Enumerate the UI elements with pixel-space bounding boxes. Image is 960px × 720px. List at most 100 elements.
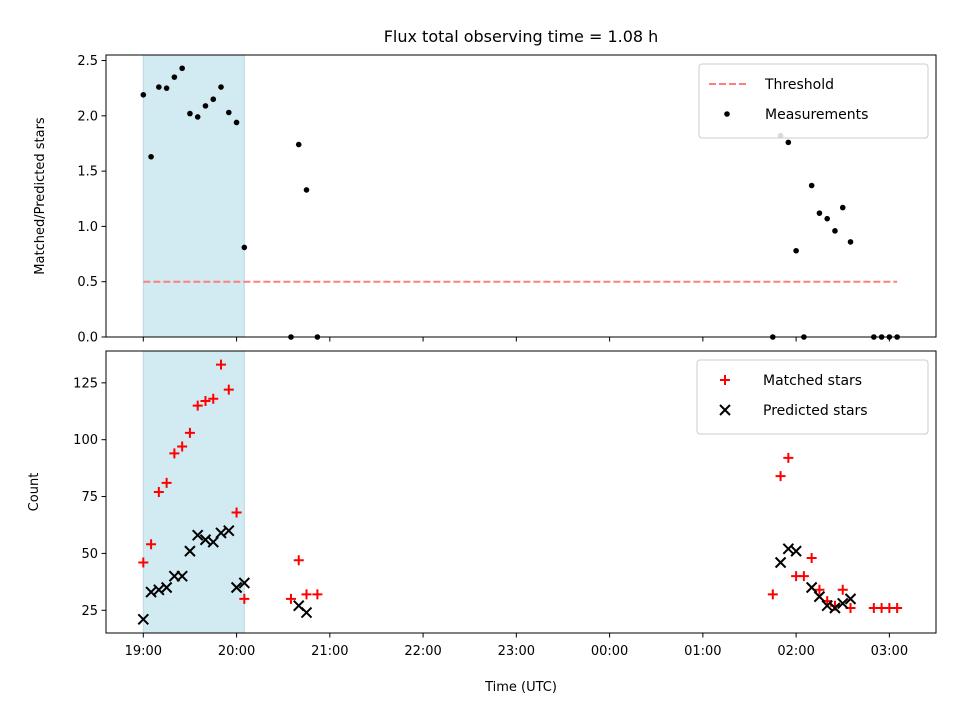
legend-box (698, 63, 929, 139)
y-tick-label: 0.0 (77, 331, 98, 346)
matched-star-marker (208, 393, 219, 404)
matched-star-marker (293, 555, 304, 566)
x-tick-label: 19:00 (125, 644, 162, 659)
bottom-axes-frame (105, 350, 937, 634)
y-tick-label: 75 (81, 490, 98, 505)
matched-star-marker (169, 448, 180, 459)
measurement-point (171, 74, 178, 80)
legend-label: Predicted stars (763, 403, 868, 419)
top-y-axis-label: Matched/Predicted stars (33, 117, 48, 275)
measurement-point (793, 247, 799, 254)
matched-star-marker (200, 396, 211, 407)
matched-star-marker (177, 441, 188, 452)
predicted-star-marker (191, 529, 204, 541)
matched-star-marker (161, 477, 172, 488)
measurement-point (839, 204, 846, 211)
predicted-star-marker (774, 556, 787, 569)
measurement-point (194, 114, 201, 120)
predicted-star-marker (176, 570, 188, 582)
x-tick-label: 22:00 (404, 644, 441, 659)
matched-star-marker (892, 602, 903, 613)
legend-label: Measurements (765, 107, 868, 123)
legend-plus-swatch (720, 375, 730, 385)
measurement-point (832, 228, 838, 234)
measurement-point (163, 85, 170, 91)
y-tick-label: 2.0 (77, 109, 98, 124)
matched-star-marker (312, 589, 323, 600)
legend-box (696, 359, 929, 435)
x-tick-label: 20:00 (218, 644, 255, 659)
measurement-point (241, 244, 248, 251)
top-panel: 0.0 0.5 1.0 1.5 2.0 2.5 Matched/Predicted star… (33, 54, 937, 346)
matched-star-marker (153, 487, 164, 497)
measurement-point (785, 139, 792, 146)
legend-label: Matched stars (763, 373, 862, 389)
measurement-point (816, 210, 823, 216)
matched-star-marker (192, 400, 203, 411)
measurement-point (202, 103, 209, 109)
measurement-point (187, 110, 193, 117)
y-tick-label: 2.5 (77, 54, 98, 69)
measurement-point (295, 141, 302, 148)
matched-star-marker (767, 589, 778, 600)
matched-star-marker (301, 589, 312, 600)
x-tick-label: 23:00 (498, 644, 535, 659)
legend-x-swatch (719, 404, 731, 416)
y-tick-label: 100 (73, 433, 98, 448)
x-tick-label: 03:00 (871, 644, 908, 659)
y-tick-label: 50 (81, 547, 98, 562)
bottom-panel: 19:00 20:00 21:00 22:00 23:00 00:00 01:00 02:00… (27, 350, 937, 659)
matched-star-marker (184, 427, 195, 438)
matched-star-marker (223, 384, 234, 395)
predicted-star-marker (805, 581, 818, 594)
predicted-star-marker (223, 524, 235, 537)
matched-star-marker (783, 452, 794, 463)
predicted-star-marker (238, 577, 251, 589)
x-tick-label: 21:00 (311, 644, 348, 659)
predicted-star-marker (145, 586, 157, 598)
matched-star-marker (798, 571, 809, 582)
matched-star-marker (146, 539, 157, 550)
predicted-star-marker (837, 597, 849, 610)
y-tick-label: 125 (73, 376, 98, 391)
measurement-point (808, 182, 815, 189)
measurement-point (233, 119, 240, 126)
matched-star-marker (814, 584, 825, 595)
matched-star-marker (138, 557, 149, 568)
matched-star-marker (239, 593, 250, 604)
matched-star-marker (231, 507, 242, 518)
measurement-point (303, 187, 310, 193)
measurement-point (225, 109, 232, 116)
matched-star-marker (806, 552, 817, 563)
bottom-legend: Matched stars Predicted stars (696, 359, 929, 435)
chart-title: Flux total observing time = 1.08 h (384, 27, 659, 46)
predicted-star-marker (821, 600, 833, 612)
matched-star-marker (216, 359, 227, 370)
predicted-star-marker (137, 613, 150, 626)
y-tick-label: 1.5 (77, 165, 98, 180)
y-tick-label: 1.0 (77, 220, 98, 235)
predicted-star-marker (300, 606, 313, 619)
measurement-point (156, 84, 162, 90)
predicted-star-marker (813, 590, 826, 603)
predicted-star-marker (207, 536, 219, 548)
predicted-star-marker (829, 602, 841, 614)
measurement-point (148, 153, 154, 160)
y-tick-label: 25 (81, 604, 98, 619)
measurement-point (847, 239, 854, 245)
x-tick-label: 01:00 (684, 644, 721, 659)
x-tick-label: 02:00 (777, 644, 814, 659)
predicted-star-marker (230, 581, 243, 594)
predicted-star-marker (790, 545, 802, 557)
measurement-point (218, 84, 224, 90)
predicted-star-marker (215, 527, 227, 539)
legend-label: Threshold (764, 77, 834, 93)
measurement-point (179, 65, 185, 72)
measurement-point (210, 96, 217, 103)
predicted-star-marker (153, 584, 165, 596)
top-observing-window (142, 54, 245, 338)
legend-dot-swatch (724, 111, 730, 117)
matched-star-marker (837, 584, 848, 595)
measurement-point (824, 215, 830, 222)
